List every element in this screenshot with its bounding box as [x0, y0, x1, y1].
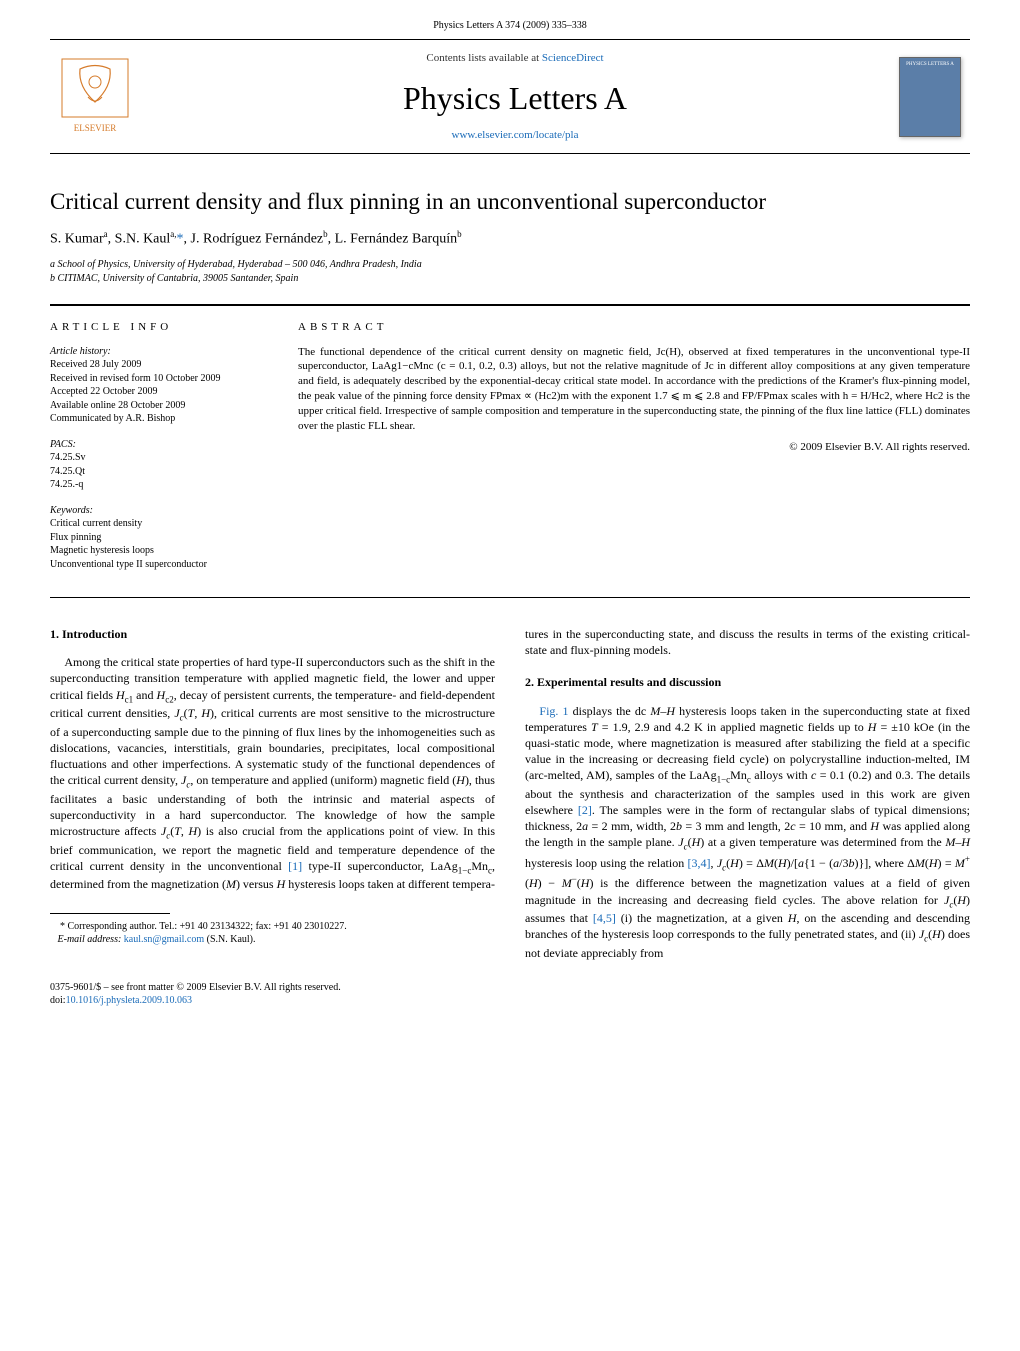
pacs-item: 74.25.Sv — [50, 451, 262, 465]
history-item: Received 28 July 2009 — [50, 358, 262, 372]
affiliation-b: b CITIMAC, University of Cantabria, 3900… — [50, 272, 970, 286]
footnote-text: * Corresponding author. Tel.: +91 40 231… — [60, 921, 347, 932]
contents-prefix: Contents lists available at — [426, 52, 541, 64]
history-item: Communicated by A.R. Bishop — [50, 412, 262, 426]
history-item: Received in revised form 10 October 2009 — [50, 372, 262, 386]
fig-1-link[interactable]: Fig. 1 — [539, 704, 568, 718]
doi-link[interactable]: 10.1016/j.physleta.2009.10.063 — [66, 995, 192, 1006]
abstract-copyright: © 2009 Elsevier B.V. All rights reserved… — [298, 440, 970, 455]
footer-copyright: 0375-9601/$ – see front matter © 2009 El… — [50, 981, 970, 994]
journal-center: Contents lists available at ScienceDirec… — [140, 40, 890, 153]
journal-url-link[interactable]: www.elsevier.com/locate/pla — [452, 129, 579, 141]
email-link[interactable]: kaul.sn@gmail.com — [124, 934, 204, 945]
affiliation-a: a School of Physics, University of Hyder… — [50, 258, 970, 272]
keyword-item: Critical current density — [50, 517, 262, 531]
pacs-item: 74.25.Qt — [50, 465, 262, 479]
section-2-para: Fig. 1 displays the dc M–H hysteresis lo… — [525, 703, 970, 962]
author-list: S. Kumara, S.N. Kaula,*, J. Rodríguez Fe… — [50, 229, 970, 248]
left-column: 1. Introduction Among the critical state… — [50, 626, 495, 961]
pacs-label: PACS: — [50, 438, 262, 452]
journal-header-bar: ELSEVIER Contents lists available at Sci… — [50, 39, 970, 154]
divider — [50, 597, 970, 598]
corresponding-footnote: * Corresponding author. Tel.: +91 40 231… — [50, 920, 495, 946]
history-item: Available online 28 October 2009 — [50, 399, 262, 413]
keyword-item: Flux pinning — [50, 531, 262, 545]
right-column: tures in the superconducting state, and … — [525, 626, 970, 961]
abstract-text: The functional dependence of the critica… — [298, 345, 970, 434]
page-footer: 0375-9601/$ – see front matter © 2009 El… — [50, 981, 970, 1007]
contents-line: Contents lists available at ScienceDirec… — [140, 52, 890, 64]
section-1-continuation: tures in the superconducting state, and … — [525, 626, 970, 658]
article-info-panel: ARTICLE INFO Article history: Received 2… — [50, 306, 280, 597]
pacs-item: 74.25.-q — [50, 478, 262, 492]
email-suffix: (S.N. Kaul). — [207, 934, 256, 945]
keyword-item: Unconventional type II superconductor — [50, 558, 262, 572]
cover-label: PHYSICS LETTERS A — [904, 62, 956, 67]
section-2-heading: 2. Experimental results and discussion — [525, 674, 970, 690]
doi-label: doi: — [50, 995, 66, 1006]
ref-link-34[interactable]: [3,4] — [688, 856, 711, 870]
journal-url: www.elsevier.com/locate/pla — [140, 129, 890, 141]
keyword-item: Magnetic hysteresis loops — [50, 544, 262, 558]
ref-link-2[interactable]: [2] — [578, 803, 592, 817]
history-item: Accepted 22 October 2009 — [50, 385, 262, 399]
elsevier-text: ELSEVIER — [74, 123, 117, 133]
email-label: E-mail address: — [58, 934, 122, 945]
info-heading: ARTICLE INFO — [50, 320, 262, 335]
ref-link-45[interactable]: [4,5] — [593, 911, 616, 925]
elsevier-logo: ELSEVIER — [50, 40, 140, 153]
corresponding-marker[interactable]: * — [177, 232, 184, 247]
abstract-panel: ABSTRACT The functional dependence of th… — [280, 306, 970, 597]
cover-thumbnail: PHYSICS LETTERS A — [890, 40, 970, 153]
keywords-label: Keywords: — [50, 504, 262, 518]
section-1-para: Among the critical state properties of h… — [50, 654, 495, 892]
journal-title: Physics Letters A — [140, 80, 890, 117]
affiliations: a School of Physics, University of Hyder… — [50, 258, 970, 286]
sciencedirect-link[interactable]: ScienceDirect — [542, 52, 604, 64]
history-label: Article history: — [50, 345, 262, 359]
section-1-heading: 1. Introduction — [50, 626, 495, 642]
ref-link-1[interactable]: [1] — [288, 859, 302, 873]
footnote-rule — [50, 913, 170, 914]
abstract-heading: ABSTRACT — [298, 320, 970, 335]
article-title: Critical current density and flux pinnin… — [50, 189, 970, 215]
running-header: Physics Letters A 374 (2009) 335–338 — [0, 0, 1020, 39]
